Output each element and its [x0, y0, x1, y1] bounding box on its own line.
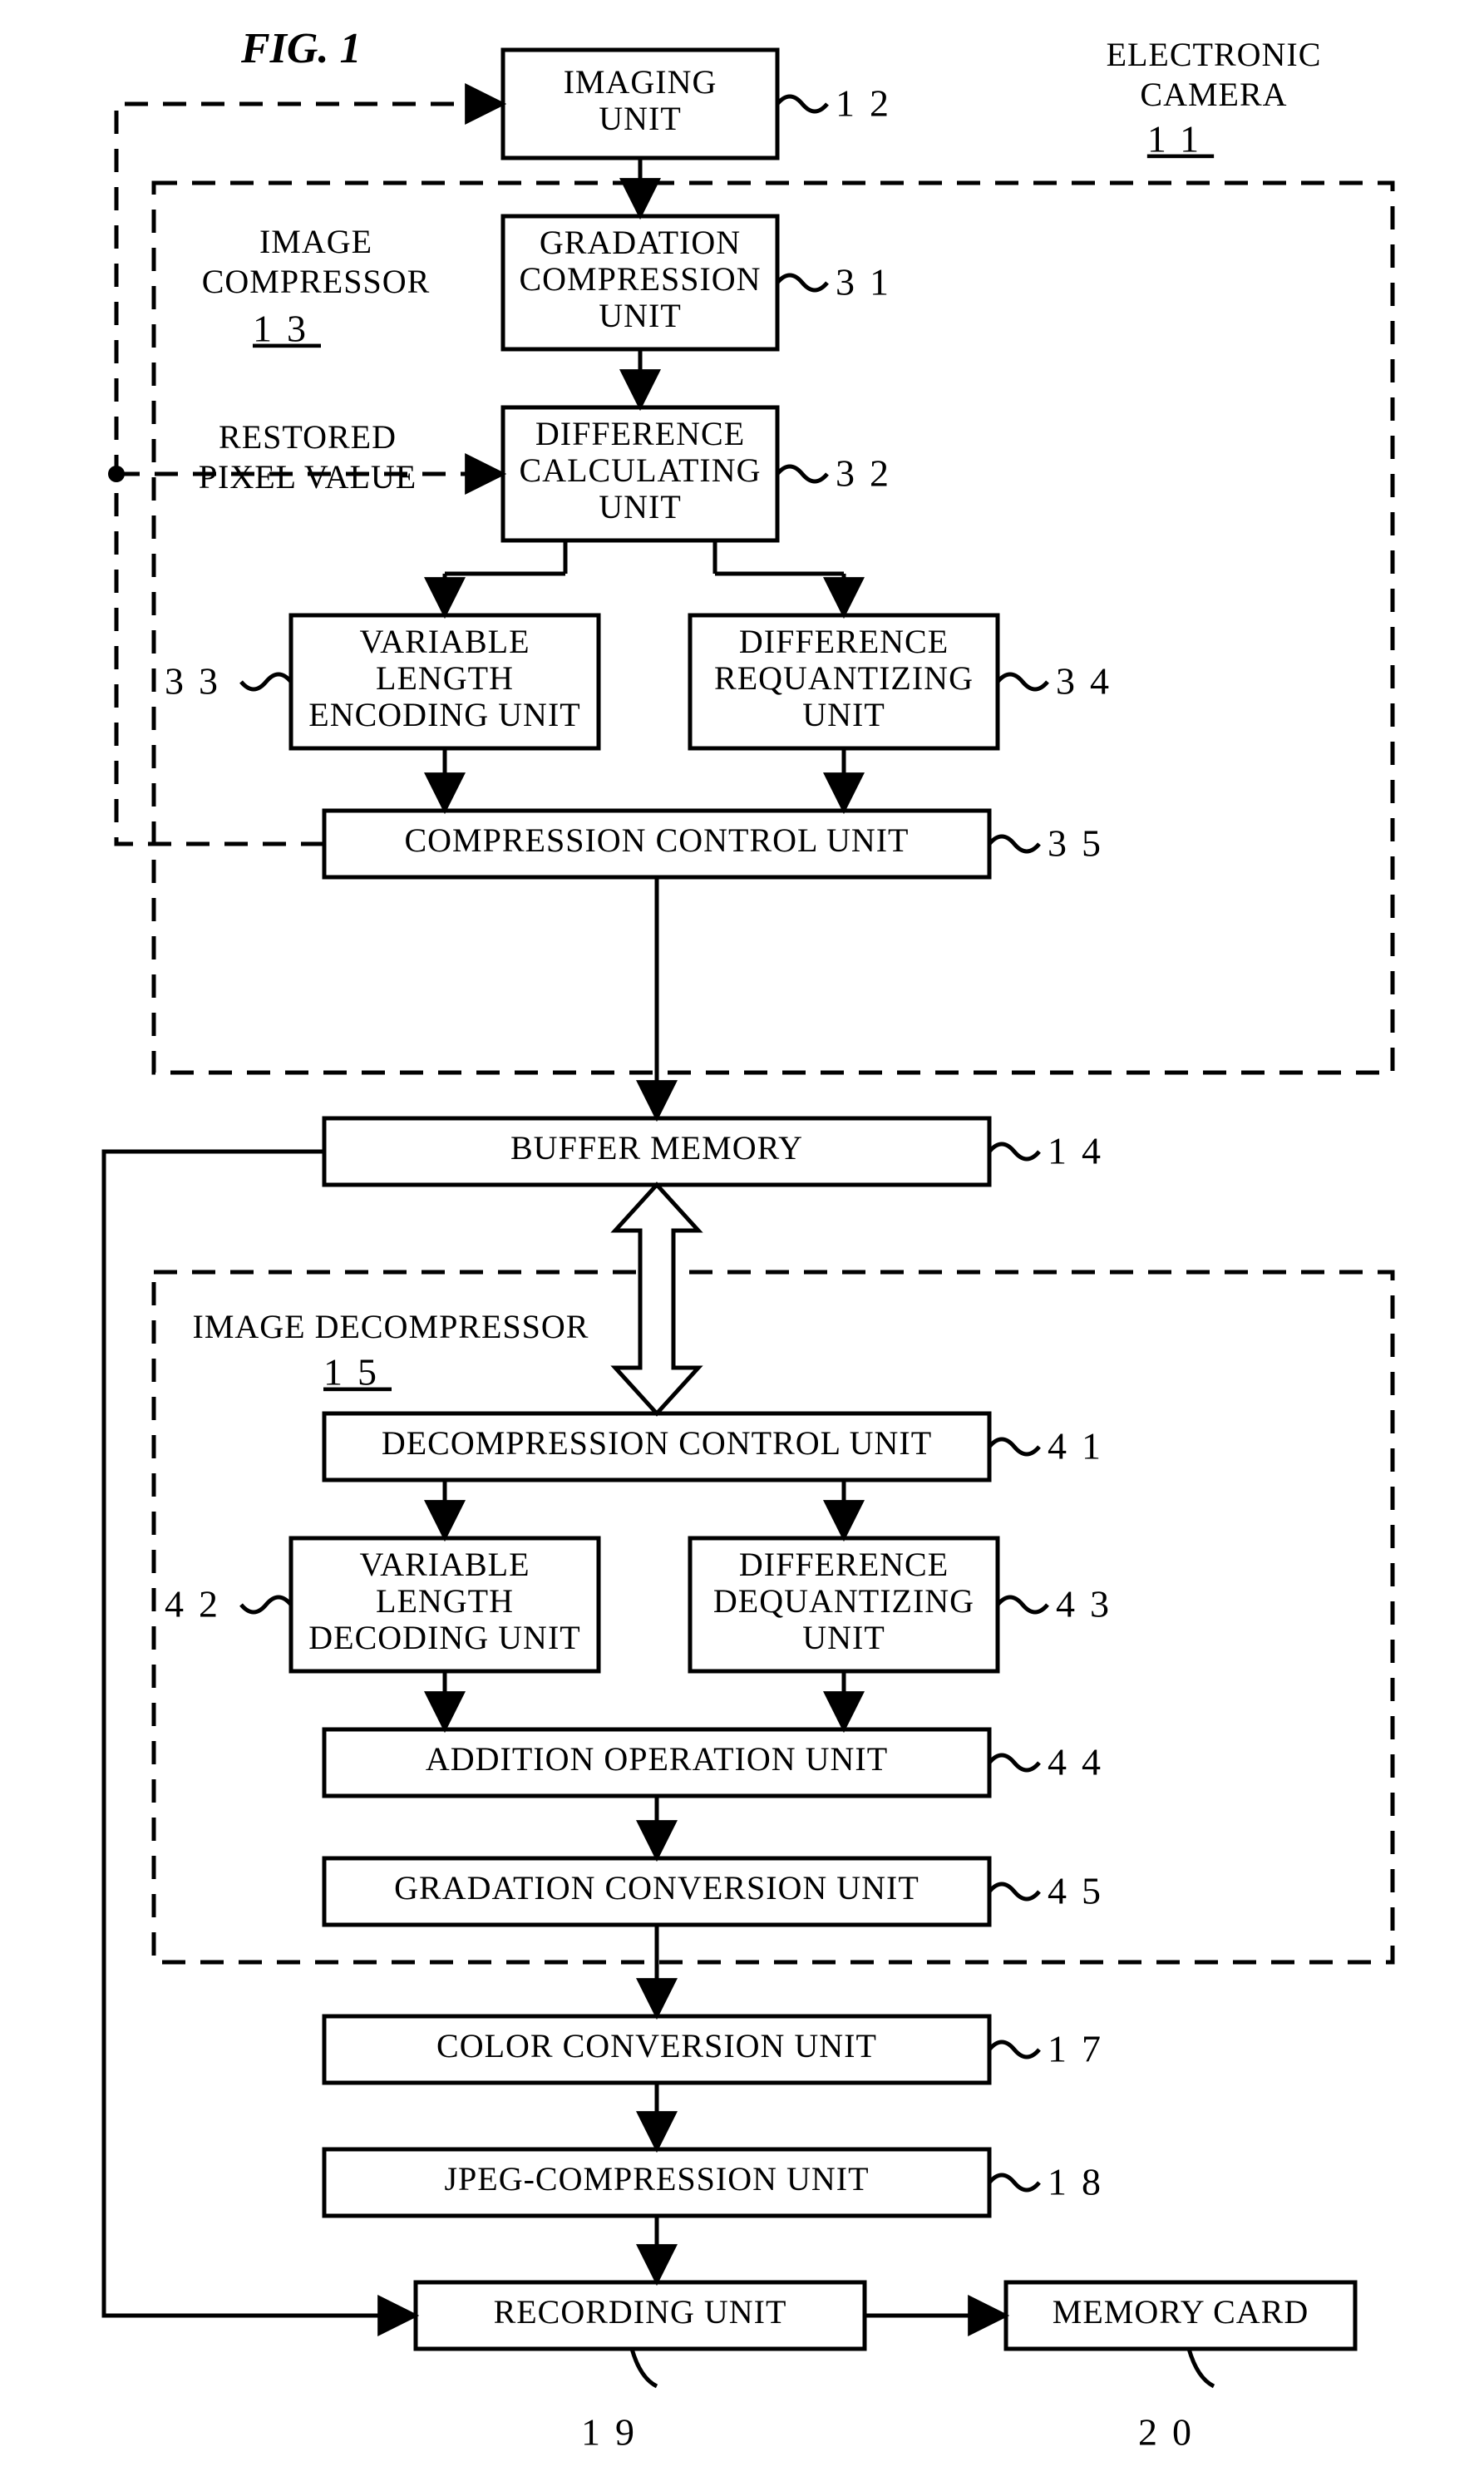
- svg-text:PIXEL VALUE: PIXEL VALUE: [199, 458, 417, 496]
- ref-n34: 34: [1056, 660, 1124, 703]
- node-label-n41-0: DECOMPRESSION CONTROL UNIT: [382, 1424, 932, 1462]
- svg-text:IMAGE: IMAGE: [259, 223, 372, 260]
- leader-n45: [989, 1884, 1039, 1899]
- node-label-n17-0: COLOR CONVERSION UNIT: [436, 2027, 877, 2064]
- leader-n12: [777, 96, 827, 111]
- svg-text:13: 13: [253, 308, 321, 350]
- leader-19: [632, 2349, 657, 2386]
- svg-text:CAMERA: CAMERA: [1140, 76, 1287, 113]
- junction-dot: [108, 466, 125, 482]
- node-label-n32-2: UNIT: [599, 488, 682, 525]
- node-label-n12-0: IMAGING: [564, 63, 717, 101]
- leader-n17: [989, 2042, 1039, 2057]
- ref-n44: 44: [1048, 1741, 1116, 1783]
- leader-n33: [241, 674, 291, 689]
- leader-n31: [777, 275, 827, 290]
- leader-n32: [777, 466, 827, 481]
- ref-n12: 12: [836, 82, 904, 125]
- node-label-n34-1: REQUANTIZING: [714, 659, 974, 697]
- leader-n14: [989, 1144, 1039, 1159]
- node-label-n14-0: BUFFER MEMORY: [510, 1129, 803, 1167]
- node-label-n33-0: VARIABLE: [359, 623, 530, 660]
- ref-n41: 41: [1048, 1425, 1116, 1467]
- ref-n18: 18: [1048, 2161, 1116, 2203]
- leader-n34: [998, 674, 1048, 689]
- leader-n44: [989, 1755, 1039, 1770]
- svg-text:11: 11: [1147, 118, 1214, 160]
- node-label-n43-1: DEQUANTIZING: [713, 1582, 974, 1620]
- leader-n41: [989, 1439, 1039, 1454]
- ref-n14: 14: [1048, 1130, 1116, 1172]
- node-label-n19-0: RECORDING UNIT: [494, 2293, 787, 2331]
- leader-20: [1189, 2349, 1214, 2386]
- svg-text:COMPRESSOR: COMPRESSOR: [202, 263, 431, 300]
- node-label-n42-2: DECODING UNIT: [308, 1619, 580, 1656]
- svg-text:15: 15: [323, 1351, 392, 1393]
- node-label-n20-0: MEMORY CARD: [1053, 2293, 1309, 2331]
- svg-text:RESTORED: RESTORED: [219, 418, 397, 456]
- node-label-n43-0: DIFFERENCE: [739, 1546, 949, 1583]
- ref-n31: 31: [836, 261, 904, 303]
- node-label-n43-2: UNIT: [802, 1619, 885, 1656]
- svg-text:ELECTRONIC: ELECTRONIC: [1107, 36, 1322, 73]
- node-label-n45-0: GRADATION CONVERSION UNIT: [394, 1869, 919, 1906]
- node-label-n34-2: UNIT: [802, 696, 885, 733]
- node-label-n31-1: COMPRESSION: [519, 260, 761, 298]
- figure-title: FIG. 1: [240, 25, 361, 72]
- leader-n35: [989, 836, 1039, 851]
- svg-text:IMAGE DECOMPRESSOR: IMAGE DECOMPRESSOR: [193, 1308, 589, 1345]
- node-label-n32-1: CALCULATING: [520, 451, 762, 489]
- ref-n43: 43: [1056, 1583, 1124, 1625]
- ref-20: 20: [1138, 2411, 1206, 2454]
- ref-n35: 35: [1048, 822, 1116, 865]
- node-label-n42-0: VARIABLE: [359, 1546, 530, 1583]
- node-label-n18-0: JPEG-COMPRESSION UNIT: [444, 2160, 869, 2198]
- ref-n17: 17: [1048, 2028, 1116, 2070]
- node-label-n31-2: UNIT: [599, 297, 682, 334]
- node-label-n12-1: UNIT: [599, 100, 682, 137]
- label-electronic-camera: ELECTRONIC CAMERA 11: [1107, 36, 1322, 160]
- leader-n42: [241, 1597, 291, 1612]
- node-label-n35-0: COMPRESSION CONTROL UNIT: [404, 821, 909, 859]
- leader-n43: [998, 1597, 1048, 1612]
- ref-n45: 45: [1048, 1870, 1116, 1912]
- leader-n18: [989, 2175, 1039, 2190]
- ref-n42: 42: [165, 1583, 233, 1625]
- node-label-n34-0: DIFFERENCE: [739, 623, 949, 660]
- node-label-n31-0: GRADATION: [540, 224, 741, 261]
- ref-n33: 33: [165, 660, 233, 703]
- node-label-n33-2: ENCODING UNIT: [308, 696, 580, 733]
- node-label-n33-1: LENGTH: [376, 659, 514, 697]
- node-label-n42-1: LENGTH: [376, 1582, 514, 1620]
- label-restored-pixel-value: RESTORED PIXEL VALUE: [199, 418, 417, 496]
- node-label-n32-0: DIFFERENCE: [535, 415, 745, 452]
- edge-14-41-double: [615, 1185, 698, 1413]
- ref-19: 19: [581, 2411, 649, 2454]
- node-label-n44-0: ADDITION OPERATION UNIT: [426, 1740, 888, 1778]
- label-image-compressor: IMAGE COMPRESSOR 13: [202, 223, 431, 349]
- label-image-decompressor: IMAGE DECOMPRESSOR 15: [193, 1308, 589, 1393]
- ref-n32: 32: [836, 452, 904, 495]
